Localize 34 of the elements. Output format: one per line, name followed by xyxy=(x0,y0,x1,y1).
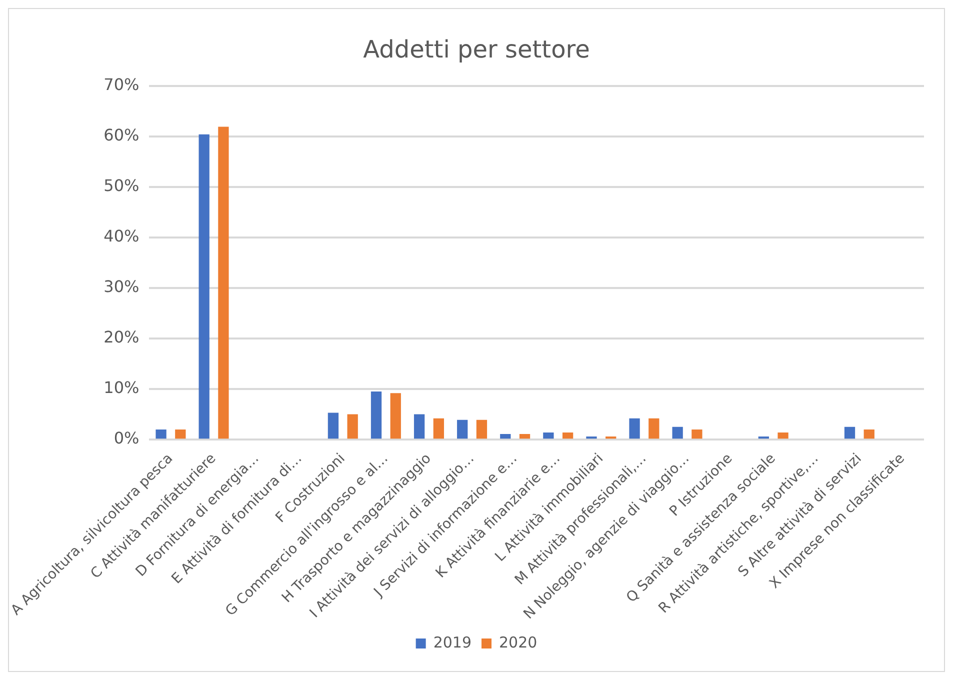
bar xyxy=(844,426,856,439)
bar xyxy=(519,434,530,439)
y-tick-label: 20% xyxy=(104,328,140,347)
bar xyxy=(778,432,788,439)
bar xyxy=(370,392,382,439)
bar xyxy=(156,429,166,439)
bar xyxy=(672,426,683,439)
bar xyxy=(864,429,874,439)
bar xyxy=(175,429,186,439)
bar xyxy=(562,432,574,439)
y-tick-label: 10% xyxy=(104,378,140,398)
bar xyxy=(433,418,444,439)
y-tick-label: 0% xyxy=(114,428,140,448)
y-tick-label: 50% xyxy=(104,176,140,196)
bar xyxy=(476,420,488,439)
bar xyxy=(414,414,425,439)
legend-label: 2019 xyxy=(433,633,472,652)
legend-label: 2020 xyxy=(499,633,538,652)
bar xyxy=(500,434,511,439)
bar xyxy=(390,393,401,439)
bar xyxy=(198,134,210,439)
y-tick-label: 70% xyxy=(104,74,140,94)
bar xyxy=(328,412,339,439)
y-tick-label: 40% xyxy=(104,226,140,246)
y-tick-label: 60% xyxy=(104,125,140,144)
chart-title: Addetti per settore xyxy=(363,36,590,64)
bar xyxy=(648,418,660,439)
bar xyxy=(457,420,468,439)
bar xyxy=(347,414,358,439)
bar xyxy=(218,126,229,439)
y-tick-label: 30% xyxy=(104,277,140,296)
bar xyxy=(629,418,640,439)
bar xyxy=(692,429,702,439)
bar xyxy=(543,432,554,439)
